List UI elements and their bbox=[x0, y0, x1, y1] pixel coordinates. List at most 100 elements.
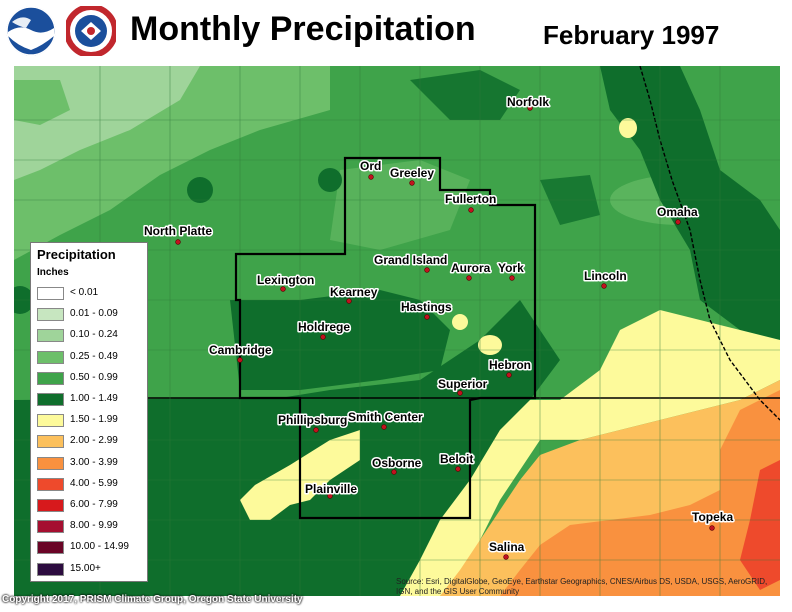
city-label-beloit: Beloit bbox=[440, 452, 473, 466]
city-label-grand-island: Grand Island bbox=[374, 253, 447, 267]
legend-item: 4.00 - 5.99 bbox=[37, 476, 147, 493]
legend-item: < 0.01 bbox=[37, 285, 147, 302]
city-label-holdrege: Holdrege bbox=[298, 320, 350, 334]
zone-025-049-nw-pocket bbox=[14, 80, 70, 125]
city-dot-superior bbox=[457, 390, 463, 396]
legend-item: 1.50 - 1.99 bbox=[37, 412, 147, 429]
legend-swatch bbox=[37, 287, 64, 300]
zone-025-049-central bbox=[330, 160, 470, 250]
noaa-logo bbox=[6, 6, 56, 56]
legend-item: 2.00 - 2.99 bbox=[37, 433, 147, 450]
city-label-omaha: Omaha bbox=[657, 205, 698, 219]
city-label-salina: Salina bbox=[489, 540, 525, 554]
zone-150-199-hebron-spot bbox=[478, 335, 502, 355]
legend-swatch bbox=[37, 308, 64, 322]
map-title: Monthly Precipitation bbox=[130, 10, 476, 48]
legend-label: 6.00 - 7.99 bbox=[70, 499, 118, 510]
legend-swatch bbox=[37, 456, 64, 470]
legend-item: 15.00+ bbox=[37, 561, 147, 578]
city-dot-north-platte bbox=[175, 239, 181, 245]
zone-100-149-spot-b bbox=[318, 168, 342, 192]
zone-100-149-spot-a bbox=[187, 177, 213, 203]
legend-title: Precipitation bbox=[37, 247, 116, 262]
legend-label: 2.00 - 2.99 bbox=[70, 435, 118, 447]
legend-swatch bbox=[37, 562, 64, 576]
legend-item: 10.00 - 14.99 bbox=[37, 539, 147, 556]
city-dot-grand-island bbox=[424, 267, 430, 273]
national-weather-service-logo bbox=[66, 6, 116, 56]
city-label-fullerton: Fullerton bbox=[445, 192, 496, 206]
city-label-phillipsburg: Phillipsburg bbox=[278, 413, 347, 427]
zone-100-149-central bbox=[230, 290, 450, 390]
city-markers bbox=[175, 105, 715, 560]
city-dot-beloit bbox=[455, 466, 461, 472]
city-dot-fullerton bbox=[468, 207, 474, 213]
city-label-osborne: Osborne bbox=[372, 456, 422, 470]
city-label-plainville: Plainville bbox=[305, 482, 357, 496]
legend-label: 1.00 - 1.49 bbox=[70, 393, 118, 404]
copyright: Copyright 2017, PRISM Climate Group, Ore… bbox=[2, 594, 303, 605]
legend-item: 1.00 - 1.49 bbox=[37, 391, 147, 408]
city-dot-holdrege bbox=[320, 334, 326, 340]
map-date: February 1997 bbox=[543, 20, 720, 50]
legend-label: 0.25 - 0.49 bbox=[70, 350, 118, 362]
zone-150-199-southeast bbox=[400, 310, 780, 596]
city-dot-ord bbox=[368, 174, 374, 180]
legend-label: 0.01 - 0.09 bbox=[70, 308, 118, 320]
city-label-greeley: Greeley bbox=[390, 166, 434, 180]
city-dot-aurora bbox=[466, 275, 472, 281]
city-label-lincoln: Lincoln bbox=[584, 269, 627, 283]
city-dot-smith-center bbox=[381, 424, 387, 430]
city-label-aurora: Aurora bbox=[451, 261, 491, 275]
city-label-lexington: Lexington bbox=[257, 273, 314, 287]
region-outline bbox=[234, 156, 537, 520]
city-label-smith-center: Smith Center bbox=[348, 410, 423, 424]
legend-item: 0.01 - 0.09 bbox=[37, 306, 147, 323]
legend-swatch bbox=[37, 499, 64, 512]
header: Monthly Precipitation February 1997 bbox=[0, 0, 792, 66]
legend-label: 0.50 - 0.99 bbox=[70, 371, 118, 383]
city-dot-salina bbox=[503, 554, 509, 560]
legend: Precipitation Inches < 0.01 0.01 - 0.09 0.… bbox=[30, 242, 148, 582]
city-label-topeka: Topeka bbox=[692, 510, 733, 524]
legend-swatch bbox=[37, 350, 64, 364]
city-dot-phillipsburg bbox=[313, 427, 319, 433]
legend-swatch bbox=[37, 435, 64, 449]
zone-150-199-north-spot bbox=[619, 118, 637, 138]
city-label-ord: Ord bbox=[360, 159, 381, 173]
legend-item: 3.00 - 3.99 bbox=[37, 455, 147, 472]
legend-label: 8.00 - 9.99 bbox=[70, 520, 118, 532]
legend-swatch bbox=[37, 371, 64, 385]
zone-100-149-east bbox=[600, 66, 780, 340]
zone-300-399-southeast bbox=[500, 390, 780, 596]
city-label-york: York bbox=[498, 261, 524, 275]
city-dot-osborne bbox=[391, 469, 397, 475]
legend-item: 0.10 - 0.24 bbox=[37, 327, 147, 344]
legend-swatch bbox=[37, 520, 64, 534]
city-dot-topeka bbox=[709, 525, 715, 531]
city-label-superior: Superior bbox=[438, 377, 488, 391]
legend-label: 4.00 - 5.99 bbox=[70, 477, 118, 489]
legend-item: 0.25 - 0.49 bbox=[37, 349, 147, 366]
city-dot-plainville bbox=[327, 493, 333, 499]
legend-label: 10.00 - 14.99 bbox=[70, 541, 129, 553]
legend-label: 0.10 - 0.24 bbox=[70, 329, 118, 341]
city-dot-cambridge bbox=[237, 357, 243, 363]
city-dot-kearney bbox=[346, 298, 352, 304]
city-dot-lincoln bbox=[601, 283, 607, 289]
legend-item: 0.50 - 0.99 bbox=[37, 370, 147, 387]
city-dot-omaha bbox=[675, 219, 681, 225]
legend-label: 15.00+ bbox=[70, 562, 101, 574]
city-label-hastings: Hastings bbox=[401, 300, 452, 314]
city-label-kearney: Kearney bbox=[330, 285, 378, 299]
zone-100-149-norfolk bbox=[410, 70, 520, 120]
legend-swatch bbox=[37, 393, 64, 406]
city-dot-york bbox=[509, 275, 515, 281]
city-label-norfolk: Norfolk bbox=[507, 95, 549, 109]
map-source-credit: Source: Esri, DigitalGlobe, GeoEye, Eart… bbox=[396, 577, 768, 596]
legend-units: Inches bbox=[37, 267, 69, 278]
legend-swatch bbox=[37, 329, 64, 343]
legend-swatch bbox=[37, 414, 64, 428]
zone-100-149-south bbox=[14, 300, 560, 596]
legend-label: 1.50 - 1.99 bbox=[70, 414, 118, 426]
